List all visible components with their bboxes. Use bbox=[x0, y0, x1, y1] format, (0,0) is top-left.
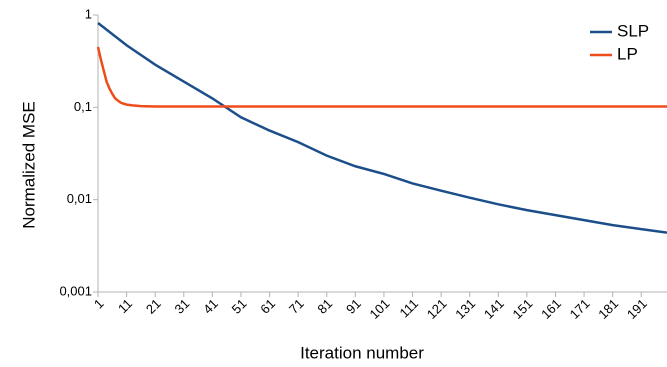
y-tick-label: 0,01 bbox=[67, 191, 92, 206]
x-tick-label: 31 bbox=[171, 296, 192, 317]
x-tick-label: 181 bbox=[595, 296, 621, 322]
x-tick-label: 141 bbox=[481, 296, 507, 322]
x-tick-label: 131 bbox=[452, 296, 478, 322]
y-tick-label: 0,1 bbox=[74, 99, 92, 114]
x-axis-title: Iteration number bbox=[300, 343, 424, 362]
x-tick-label: 121 bbox=[424, 296, 450, 322]
x-tick-label: 161 bbox=[538, 296, 564, 322]
x-tick-label: 101 bbox=[367, 296, 393, 322]
x-tick-label: 91 bbox=[343, 296, 364, 317]
x-tick-label: 51 bbox=[229, 296, 250, 317]
x-tick-label: 171 bbox=[567, 296, 593, 322]
x-tick-label: 191 bbox=[624, 296, 650, 322]
line bbox=[97, 21, 667, 234]
x-tick-label: 71 bbox=[286, 296, 307, 317]
legend-text: SLP bbox=[617, 21, 649, 40]
x-tick-label: 41 bbox=[200, 296, 221, 317]
x-tick-label: 81 bbox=[314, 296, 335, 317]
line bbox=[96, 46, 667, 108]
x-tick-label: 111 bbox=[396, 296, 421, 321]
x-tick-label: 11 bbox=[115, 296, 135, 316]
x-tick-label: 151 bbox=[509, 296, 535, 322]
y-axis-title: Normalized MSE bbox=[19, 101, 38, 229]
y-tick-label: 0,001 bbox=[59, 283, 92, 298]
x-tick-label: 21 bbox=[143, 296, 164, 317]
legend-text: LP bbox=[617, 44, 638, 63]
x-tick-label: 1 bbox=[91, 296, 107, 312]
x-tick-label: 61 bbox=[257, 296, 278, 317]
y-tick-label: 1 bbox=[85, 6, 92, 21]
